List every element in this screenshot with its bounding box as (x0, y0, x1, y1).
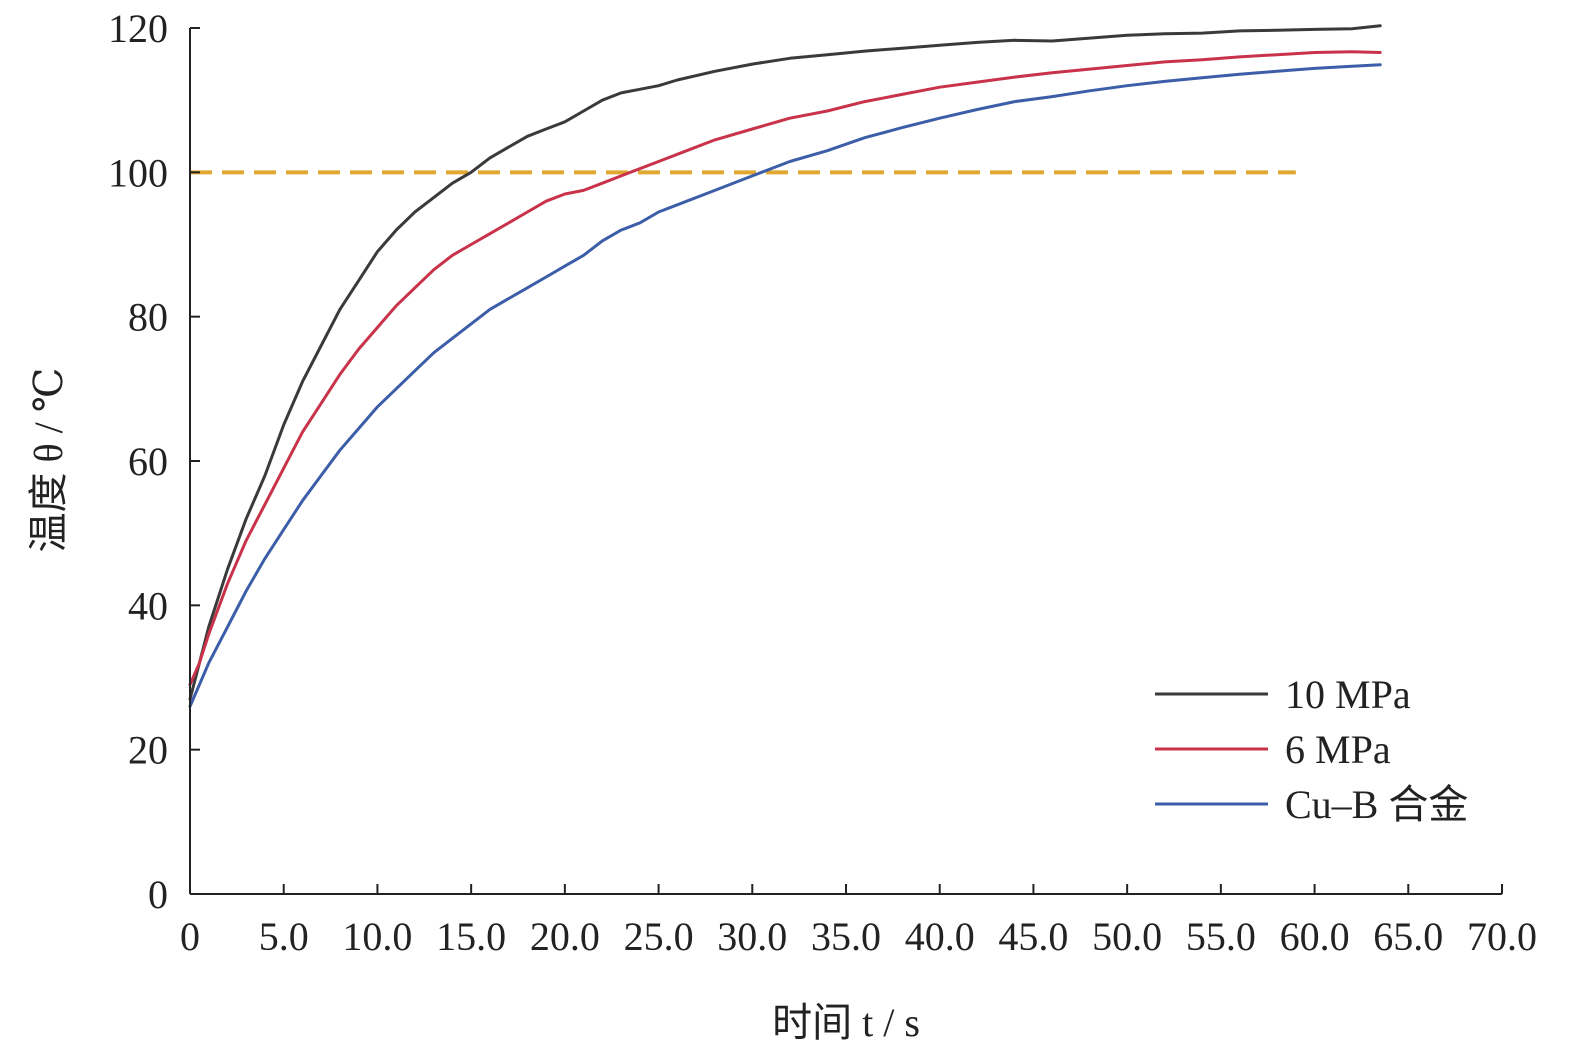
x-tick-label: 15.0 (436, 914, 506, 959)
y-tick-label: 80 (128, 295, 168, 340)
x-tick-label: 60.0 (1280, 914, 1350, 959)
x-tick-label: 50.0 (1092, 914, 1162, 959)
legend-label-2: 6 MPa (1285, 727, 1391, 772)
y-tick-label: 40 (128, 583, 168, 628)
series-layer (188, 24, 1382, 708)
x-tick-label: 10.0 (342, 914, 412, 959)
x-tick-label: 55.0 (1186, 914, 1256, 959)
x-tick-label: 20.0 (530, 914, 600, 959)
x-tick-label: 45.0 (998, 914, 1068, 959)
legend: 10 MPa 6 MPa Cu–B 合金 (1155, 672, 1468, 827)
x-tick-label: 0 (180, 914, 200, 959)
y-axis-title: 温度 θ / ℃ (26, 367, 71, 552)
y-tick-label: 120 (108, 6, 168, 51)
y-tick-label: 0 (148, 872, 168, 917)
axes-layer: 0 5.0 10.0 15.0 20.0 25.0 30.0 35.0 40.0 45.0 50.0… (108, 6, 1537, 959)
y-tick-label: 20 (128, 728, 168, 773)
legend-label-1: 10 MPa (1285, 672, 1411, 717)
legend-label-3: Cu–B 合金 (1285, 782, 1468, 827)
x-tick-label: 25.0 (624, 914, 694, 959)
series-line-3 (188, 63, 1382, 708)
x-tick-label: 35.0 (811, 914, 881, 959)
x-tick-label: 30.0 (717, 914, 787, 959)
y-tick-label: 60 (128, 439, 168, 484)
series-line-2 (188, 50, 1382, 687)
x-tick-label: 70.0 (1467, 914, 1537, 959)
y-tick-label: 100 (108, 150, 168, 195)
x-axis-title: 时间 t / s (772, 1000, 920, 1045)
x-tick-label: 40.0 (905, 914, 975, 959)
x-tick-label: 65.0 (1373, 914, 1443, 959)
x-tick-label: 5.0 (259, 914, 309, 959)
series-line-1 (188, 24, 1382, 701)
